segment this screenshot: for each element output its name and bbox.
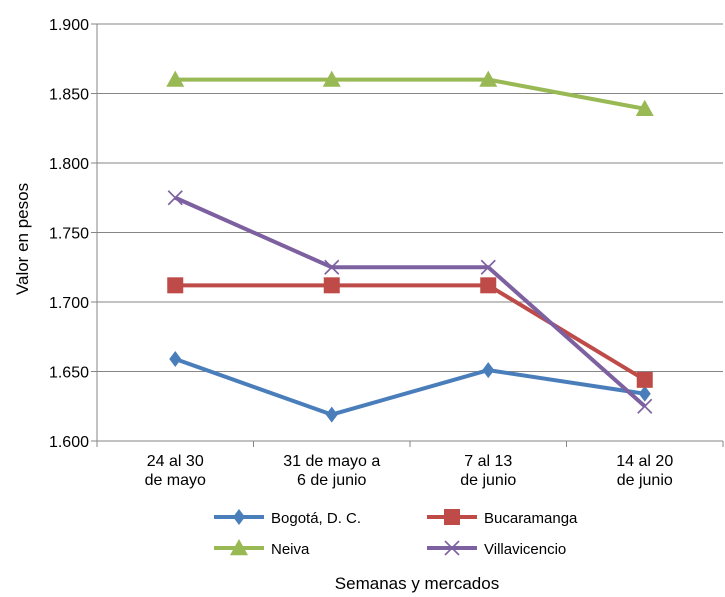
marker-x	[637, 398, 653, 414]
x-tick-label: 7 al 13 de junio	[460, 453, 516, 489]
series-bucaramanga	[167, 277, 653, 388]
marker-x	[480, 259, 496, 275]
legend-item: Bucaramanga	[427, 509, 578, 527]
marker-square	[323, 277, 340, 294]
marker-diamond	[169, 350, 182, 367]
marker-x-stroke	[637, 398, 653, 414]
marker-x	[444, 540, 460, 556]
marker-triangle	[479, 70, 498, 87]
marker-x-stroke	[444, 540, 460, 556]
legend: Bogotá, D. C. Bucaramanga Neiva Villavicenc…	[214, 509, 578, 558]
series-neiva	[166, 70, 654, 116]
series-villavicencio	[167, 190, 653, 414]
y-tick-label: 1.600	[49, 434, 89, 451]
y-tick-label: 1.850	[49, 87, 89, 104]
gridlines	[97, 23, 723, 442]
series-line	[174, 195, 647, 408]
marker-x	[167, 190, 183, 206]
marker-square	[480, 277, 497, 294]
marker-triangle	[230, 539, 248, 556]
marker-diamond	[482, 362, 495, 379]
legend-label: Bogotá, D. C.	[271, 510, 361, 527]
marker-x-stroke	[167, 190, 183, 206]
legend-item: Bogotá, D. C.	[214, 509, 361, 527]
y-tick-label: 1.900	[49, 17, 89, 34]
y-tick-label: 1.800	[49, 156, 89, 173]
x-tick-label: 14 al 20 de junio	[616, 453, 673, 489]
legend-label: Neiva	[271, 541, 310, 558]
marker-square	[167, 277, 184, 294]
y-tick-labels: 1.600 1.650 1.700 1.750 1.800 1.850 1.900	[49, 17, 89, 451]
legend-label: Villavicencio	[484, 541, 566, 558]
legend-label: Bucaramanga	[484, 510, 578, 527]
y-axis-label: Valor en pesos	[13, 183, 32, 295]
y-tick-label: 1.750	[49, 226, 89, 243]
axes	[91, 23, 724, 447]
marker-diamond	[325, 406, 338, 423]
marker-x-stroke	[324, 259, 340, 275]
series-line	[175, 283, 646, 382]
marker-triangle	[166, 70, 185, 87]
y-tick-label: 1.700	[49, 295, 89, 312]
x-axis-label: Semanas y mercados	[335, 574, 499, 593]
series-line	[174, 357, 646, 417]
x-tick-label: 24 al 30 de mayo	[145, 453, 206, 489]
legend-item: Neiva	[214, 539, 310, 558]
legend-item: Villavicencio	[427, 540, 566, 558]
marker-diamond	[638, 385, 651, 402]
series-line	[175, 77, 646, 111]
series-bogot-d-c-	[169, 350, 651, 423]
marker-x	[324, 259, 340, 275]
series-lines	[166, 70, 654, 423]
marker-triangle	[635, 99, 654, 116]
marker-x-stroke	[480, 259, 496, 275]
marker-triangle	[322, 70, 341, 87]
marker-diamond	[233, 509, 245, 525]
marker-square	[444, 509, 460, 525]
y-tick-label: 1.650	[49, 365, 89, 382]
marker-square	[636, 371, 653, 388]
